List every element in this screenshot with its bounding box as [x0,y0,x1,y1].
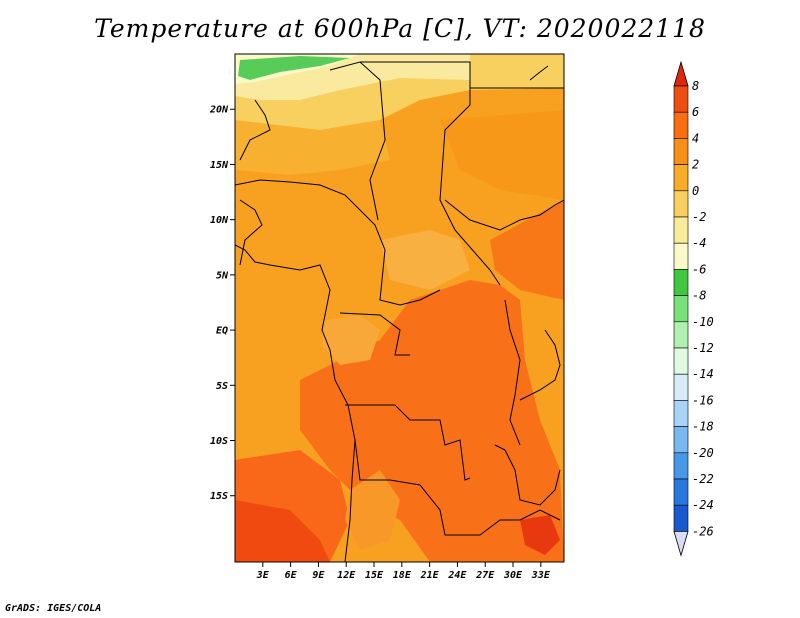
lat-tick-label: 5N [216,270,229,281]
lon-tick-label: 33E [531,570,551,581]
lat-tick-label: 10S [210,436,228,447]
colorbar-segment [673,478,689,506]
colorbar-segment [673,426,689,454]
colorbar: 8 6 4 2 0 -2 -4 -6 -8 -10 -12 -14 -16 -18 -20 -22 -24 -26 [673,60,714,557]
lon-tick-label: 6E [285,570,298,581]
colorbar-label: -6 [692,262,706,276]
lon-tick-label: 3E [256,570,270,581]
colorbar-label: -22 [692,472,714,486]
colorbar-segment [673,269,689,296]
colorbar-segment [673,295,689,323]
longitude-axis: 3E 6E 9E 12E 15E 18E 21E 24E 27E 30E 33E [256,562,551,581]
lon-tick-label: 15E [365,570,384,581]
colorbar-label: 4 [692,131,699,145]
colorbar-segment [673,242,689,270]
colorbar-segment [673,111,689,139]
lon-tick-label: 9E [312,570,325,581]
colorbar-bottom-arrow [673,531,689,557]
lat-tick-label: 10N [210,215,229,226]
lon-tick-label: 30E [503,570,523,581]
lat-tick-label: 15N [210,160,229,171]
colorbar-label: -26 [692,524,714,538]
lon-tick-label: 21E [420,570,440,581]
colorbar-segment [673,216,689,244]
lon-tick-label: 18E [393,570,412,581]
chart-title: Temperature at 600hPa [C], VT: 202002211… [94,14,706,43]
colorbar-segment [673,373,689,401]
colorbar-label: 2 [692,158,699,172]
latitude-axis: 20N 15N 10N 5N EQ 5S 10S 15S [209,105,235,502]
colorbar-label: -16 [692,393,714,407]
colorbar-label: -10 [692,315,714,329]
lat-tick-label: 15S [210,491,228,502]
colorbar-label: -2 [692,210,706,224]
colorbar-label: -4 [692,236,706,250]
colorbar-top-arrow [673,60,689,87]
colorbar-segment [673,400,689,427]
lat-tick-label: 5S [216,381,228,392]
colorbar-segment [673,452,689,480]
colorbar-label: 8 [692,79,699,93]
temperature-field [235,54,564,562]
colorbar-segment [673,164,689,192]
colorbar-segment [673,138,689,165]
colorbar-segment [673,85,689,113]
colorbar-label: -18 [692,420,714,434]
lon-tick-label: 12E [337,570,356,581]
colorbar-label: -12 [692,341,714,355]
lat-tick-label: 20N [209,105,229,116]
colorbar-label: -24 [692,498,714,512]
colorbar-segment [673,504,689,532]
grads-credit: GrADS: IGES/COLA [5,603,102,614]
colorbar-label: -8 [692,289,706,303]
colorbar-label: -14 [692,367,714,381]
colorbar-segment [673,347,689,375]
colorbar-segment [673,190,689,218]
lon-tick-label: 27E [475,570,495,581]
colorbar-segment [673,321,689,349]
lat-tick-label: EQ [216,326,228,337]
colorbar-label: 6 [692,105,699,119]
lon-tick-label: 24E [447,570,467,581]
country-borders [235,61,564,562]
map-frame [234,53,565,563]
colorbar-label: 0 [692,184,699,198]
colorbar-label: -20 [692,446,714,460]
